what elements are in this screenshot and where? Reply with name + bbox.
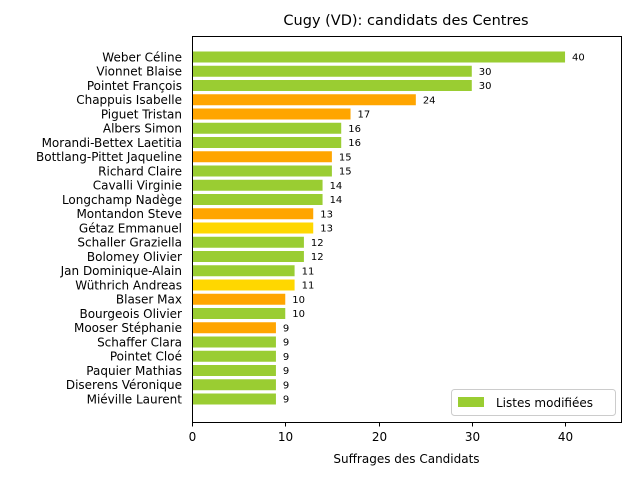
category-label: Chappuis Isabelle (76, 93, 182, 107)
value-label: 13 (320, 209, 333, 220)
value-labels: 4030302417161615151414131312121111101099… (283, 53, 585, 406)
x-axis-ticks: 0 10 20 30 40 (189, 422, 573, 444)
x-axis-title: Suffrages des Candidats (333, 452, 479, 466)
value-label: 17 (358, 110, 371, 121)
bar (192, 51, 566, 63)
category-label: Richard Claire (98, 164, 182, 178)
value-label: 9 (283, 380, 289, 391)
bar (192, 336, 276, 348)
category-label: Vionnet Blaise (96, 65, 182, 79)
legend: Listes modifiées (451, 389, 616, 416)
bar (192, 165, 332, 177)
value-label: 12 (311, 238, 324, 249)
bar (192, 208, 314, 220)
category-label: Schaffer Clara (97, 335, 182, 349)
category-label: Piguet Tristan (101, 107, 182, 121)
chart-title: Cugy (VD): candidats des Centres (283, 13, 528, 29)
value-label: 13 (320, 224, 333, 235)
value-label: 15 (339, 152, 352, 163)
category-label: Wüthrich Andreas (75, 278, 182, 292)
x-tick-label: 40 (558, 430, 573, 444)
bar (192, 151, 332, 163)
value-label: 9 (283, 395, 289, 406)
value-label: 15 (339, 167, 352, 178)
category-label: Diserens Véronique (66, 378, 182, 392)
category-label: Blaser Max (116, 293, 182, 307)
bar (192, 236, 304, 248)
bar (192, 122, 342, 134)
category-label: Paquier Mathias (86, 364, 182, 378)
category-label: Jan Dominique-Alain (60, 264, 182, 278)
bar (192, 222, 314, 234)
category-label: Longchamp Nadège (62, 193, 182, 207)
x-tick-label: 0 (189, 430, 197, 444)
bar (192, 322, 276, 334)
bar (192, 379, 276, 391)
category-label: Bourgeois Olivier (79, 307, 182, 321)
value-label: 9 (283, 352, 289, 363)
value-label: 24 (423, 95, 436, 106)
category-label: Morandi-Bettex Laetitia (42, 136, 182, 150)
x-tick-label: 30 (465, 430, 480, 444)
legend-box (451, 389, 616, 416)
value-label: 14 (330, 195, 343, 206)
category-label: Montandon Steve (76, 207, 182, 221)
value-label: 11 (302, 266, 315, 277)
bar (192, 308, 286, 319)
category-label: Cavalli Virginie (93, 179, 182, 193)
value-label: 16 (348, 138, 361, 149)
category-label: Pointet François (87, 79, 182, 93)
bar (192, 65, 472, 77)
value-label: 12 (311, 252, 324, 263)
legend-label: Listes modifiées (496, 396, 593, 410)
value-label: 9 (283, 366, 289, 377)
bar (192, 194, 323, 205)
value-label: 9 (283, 338, 289, 349)
category-label: Albers Simon (103, 122, 182, 136)
bar (192, 350, 276, 362)
x-tick-label: 10 (278, 430, 293, 444)
category-label: Bolomey Olivier (87, 250, 182, 264)
value-label: 30 (479, 67, 492, 78)
plot-frame (192, 36, 622, 423)
category-label: Schaller Graziella (77, 236, 182, 250)
value-label: 16 (348, 124, 361, 135)
bar (192, 137, 342, 148)
bar (192, 293, 286, 305)
bar (192, 108, 351, 120)
bar (192, 279, 295, 291)
value-label: 9 (283, 323, 289, 334)
bars-group (192, 51, 566, 405)
category-label: Bottlang-Pittet Jaqueline (36, 150, 182, 164)
value-label: 10 (292, 309, 305, 320)
category-label: Miéville Laurent (87, 392, 183, 406)
bar (192, 94, 416, 106)
value-label: 10 (292, 295, 305, 306)
category-label: Mooser Stéphanie (74, 321, 182, 335)
bar (192, 80, 472, 91)
category-label: Pointet Cloé (110, 350, 182, 364)
bar (192, 251, 304, 262)
value-label: 14 (330, 181, 343, 192)
value-label: 11 (302, 281, 315, 292)
x-tick-label: 20 (372, 430, 387, 444)
bar (192, 393, 276, 405)
value-label: 40 (572, 53, 585, 64)
bar (192, 365, 276, 376)
bar (192, 179, 323, 191)
bar (192, 265, 295, 277)
legend-swatch (458, 397, 484, 407)
value-label: 30 (479, 81, 492, 92)
category-label: Gétaz Emmanuel (79, 221, 182, 235)
category-label: Weber Céline (102, 50, 182, 64)
